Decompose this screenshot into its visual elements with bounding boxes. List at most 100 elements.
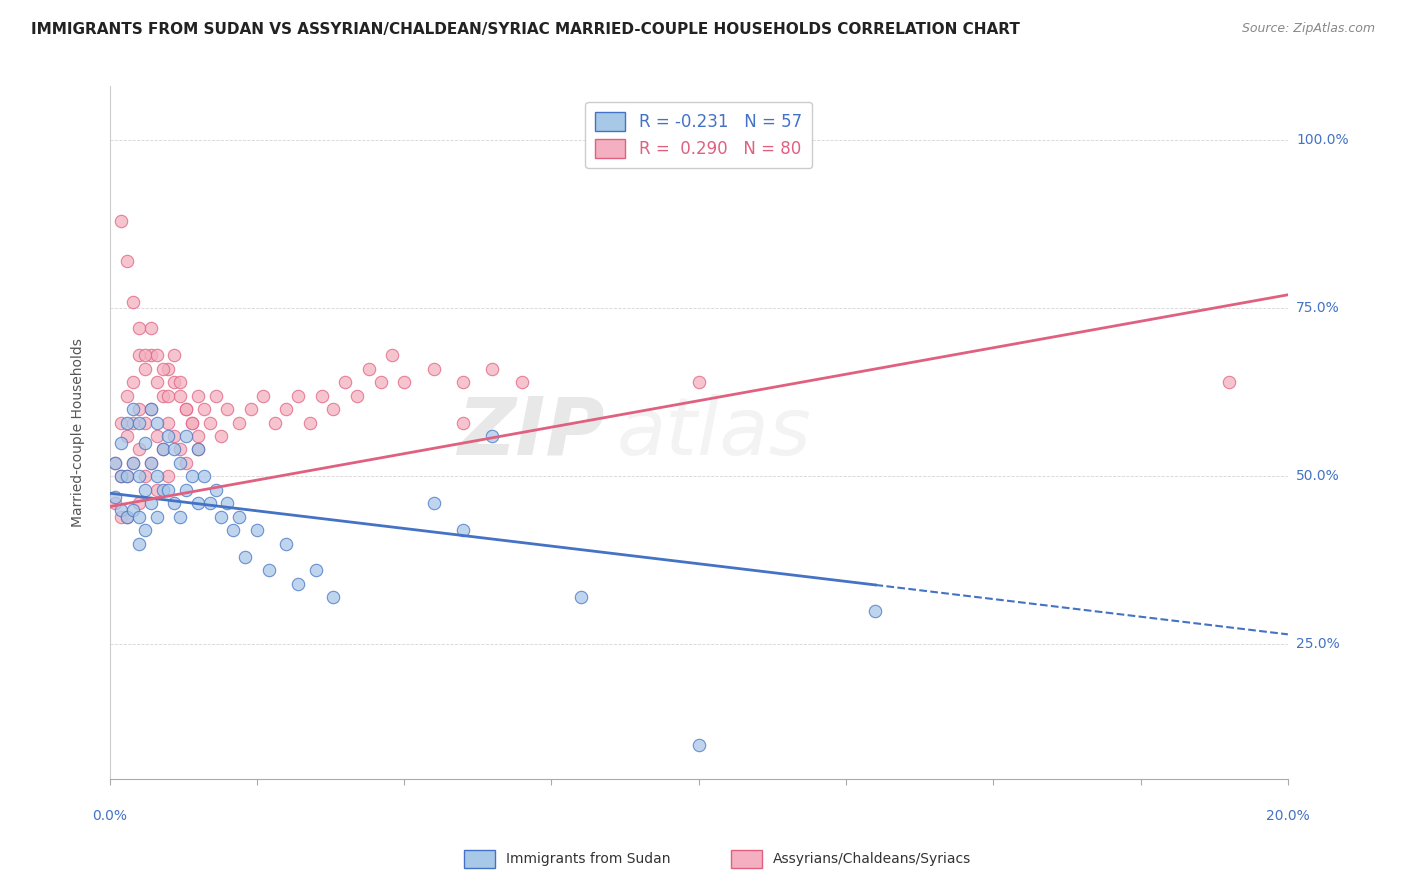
Point [115,509,138,524]
Point [211,429,233,443]
Text: IMMIGRANTS FROM SUDAN VS ASSYRIAN/CHALDEAN/SYRIAC MARRIED-COUPLE HOUSEHOLDS CORR: IMMIGRANTS FROM SUDAN VS ASSYRIAN/CHALDE… [31,22,1019,37]
Point [139,456,162,470]
Point [174,483,197,497]
Point [157,429,180,443]
Point [287,389,309,403]
Point [193,469,215,483]
Point [152,442,174,457]
Point [134,416,156,430]
Point [139,321,162,335]
Point [357,361,380,376]
Point [163,348,186,362]
Point [163,496,186,510]
Point [422,361,444,376]
Point [510,375,533,389]
Point [115,389,138,403]
Point [198,496,221,510]
Point [217,402,239,417]
Point [134,523,156,537]
Point [1218,375,1240,389]
Point [174,402,197,417]
Point [263,416,285,430]
Point [865,604,887,618]
Point [157,389,180,403]
Point [145,375,167,389]
Point [128,496,150,510]
Point [110,214,132,228]
Text: 50.0%: 50.0% [1296,469,1340,483]
Text: 100.0%: 100.0% [1296,133,1348,147]
Point [128,442,150,457]
Point [139,402,162,417]
Point [110,509,132,524]
Point [134,348,156,362]
Point [128,321,150,335]
Point [181,469,204,483]
Point [239,402,262,417]
Point [122,375,145,389]
Point [174,456,197,470]
Point [128,509,150,524]
Point [104,456,127,470]
Point [115,416,138,430]
Point [276,402,298,417]
Point [104,490,127,504]
Point [163,375,186,389]
Point [115,254,138,268]
Point [122,456,145,470]
Point [152,389,174,403]
Point [451,375,474,389]
Point [115,509,138,524]
Point [134,483,156,497]
Point [145,509,167,524]
Point [110,435,132,450]
Point [233,549,256,564]
Point [228,509,250,524]
Point [204,389,226,403]
Point [181,416,204,430]
Point [122,294,145,309]
Text: 20.0%: 20.0% [1265,809,1310,823]
Point [145,469,167,483]
Point [688,375,710,389]
Point [139,402,162,417]
Point [157,469,180,483]
Point [688,739,710,753]
Point [211,509,233,524]
Point [110,416,132,430]
Point [104,496,127,510]
Text: 75.0%: 75.0% [1296,301,1340,315]
Point [252,389,274,403]
Point [187,442,209,457]
Point [204,483,226,497]
Point [335,375,357,389]
Point [104,456,127,470]
Point [246,523,269,537]
Point [228,416,250,430]
Point [322,591,344,605]
Point [311,389,333,403]
Point [346,389,368,403]
Point [169,375,191,389]
Point [122,416,145,430]
Point [122,402,145,417]
Point [157,483,180,497]
Point [217,496,239,510]
Point [115,469,138,483]
Text: Source: ZipAtlas.com: Source: ZipAtlas.com [1241,22,1375,36]
Point [187,442,209,457]
Point [169,456,191,470]
Y-axis label: Married-couple Households: Married-couple Households [72,338,86,527]
Point [198,416,221,430]
Point [152,483,174,497]
Point [187,429,209,443]
Point [257,564,280,578]
Point [157,361,180,376]
Point [174,429,197,443]
Point [169,389,191,403]
Point [451,523,474,537]
Point [169,509,191,524]
Point [145,416,167,430]
Text: 0.0%: 0.0% [91,809,127,823]
Point [381,348,404,362]
